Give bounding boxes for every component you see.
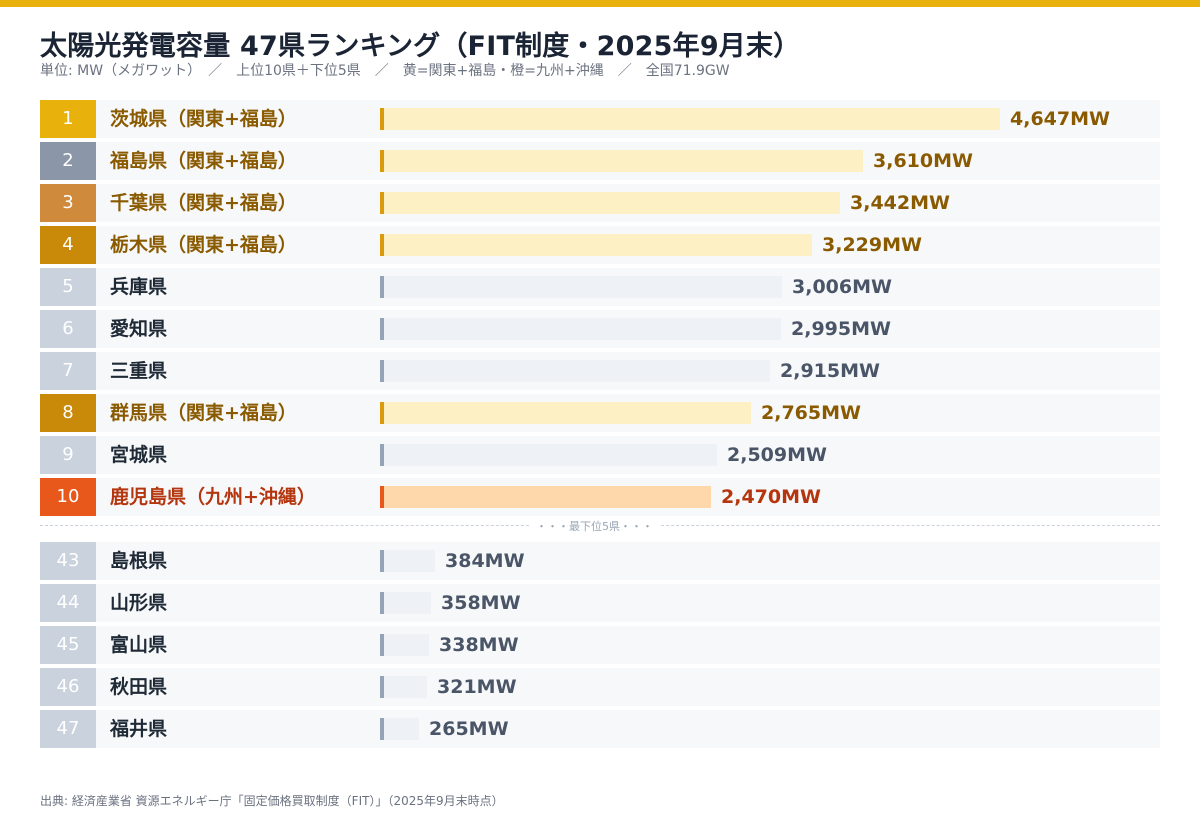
bar [384, 276, 782, 298]
bar [384, 192, 840, 214]
rank-badge: 9 [40, 436, 96, 474]
rank-badge: 47 [40, 710, 96, 748]
value-label: 4,647MW [1010, 108, 1110, 130]
bar-row: 7 三重県 2,915MW [40, 352, 1160, 390]
rank-badge: 46 [40, 668, 96, 706]
bar-row: 8 群馬県（関東+福島） 2,765MW [40, 394, 1160, 432]
value-label: 2,995MW [791, 318, 891, 340]
bar [384, 592, 431, 614]
top-accent-bar [0, 0, 1200, 7]
bar [384, 108, 1000, 130]
bar-marker [380, 234, 384, 256]
value-label: 2,765MW [761, 402, 861, 424]
rank-badge: 2 [40, 142, 96, 180]
bar-marker [380, 192, 384, 214]
bar-row: 5 兵庫県 3,006MW [40, 268, 1160, 306]
bar-row: 9 宮城県 2,509MW [40, 436, 1160, 474]
value-label: 2,509MW [727, 444, 827, 466]
bar-row: 3 千葉県（関東+福島） 3,442MW [40, 184, 1160, 222]
value-label: 3,610MW [873, 150, 973, 172]
value-label: 3,229MW [822, 234, 922, 256]
value-label: 358MW [441, 592, 521, 614]
chart-title: 太陽光発電容量 47県ランキング（FIT制度・2025年9月末） [40, 31, 801, 62]
prefecture-label: 福島県（関東+福島） [110, 150, 297, 172]
prefecture-label: 山形県 [110, 592, 168, 614]
bar-row: 2 福島県（関東+福島） 3,610MW [40, 142, 1160, 180]
prefecture-label: 兵庫県 [110, 276, 168, 298]
rank-badge: 10 [40, 478, 96, 516]
rank-badge: 1 [40, 100, 96, 138]
bar [384, 360, 770, 382]
bar [384, 402, 751, 424]
prefecture-label: 千葉県（関東+福島） [110, 192, 297, 214]
chart-subtitle: 単位: MW（メガワット） ／ 上位10県＋下位5県 ／ 黄=関東+福島・橙=九… [40, 63, 730, 79]
bar [384, 486, 711, 508]
rank-badge: 44 [40, 584, 96, 622]
rank-badge: 45 [40, 626, 96, 664]
bar-marker [380, 718, 384, 740]
value-label: 2,470MW [721, 486, 821, 508]
bar [384, 718, 419, 740]
prefecture-label: 栃木県（関東+福島） [110, 234, 297, 256]
bar-row: 1 茨城県（関東+福島） 4,647MW [40, 100, 1160, 138]
bar-row: 44 山形県 358MW [40, 584, 1160, 622]
prefecture-label: 秋田県 [110, 676, 168, 698]
value-label: 2,915MW [780, 360, 880, 382]
value-label: 3,006MW [792, 276, 892, 298]
bar-row: 10 鹿児島県（九州+沖縄） 2,470MW [40, 478, 1160, 516]
bar [384, 318, 781, 340]
prefecture-label: 愛知県 [110, 318, 168, 340]
bar [384, 444, 717, 466]
value-label: 265MW [429, 718, 509, 740]
rank-badge: 43 [40, 542, 96, 580]
bar-row: 46 秋田県 321MW [40, 668, 1160, 706]
bar [384, 634, 429, 656]
rank-badge: 3 [40, 184, 96, 222]
prefecture-label: 宮城県 [110, 444, 168, 466]
bar-marker [380, 634, 384, 656]
rank-badge: 6 [40, 310, 96, 348]
bar [384, 150, 863, 172]
rank-badge: 8 [40, 394, 96, 432]
bar-marker [380, 592, 384, 614]
value-label: 3,442MW [850, 192, 950, 214]
bar-marker [380, 402, 384, 424]
bar [384, 676, 427, 698]
bar [384, 550, 435, 572]
bar-marker [380, 108, 384, 130]
bar-marker [380, 150, 384, 172]
prefecture-label: 群馬県（関東+福島） [110, 402, 297, 424]
bar-marker [380, 276, 384, 298]
bar-row: 43 島根県 384MW [40, 542, 1160, 580]
prefecture-label: 鹿児島県（九州+沖縄） [110, 486, 316, 508]
bar-row: 47 福井県 265MW [40, 710, 1160, 748]
value-label: 384MW [445, 550, 525, 572]
rank-badge: 4 [40, 226, 96, 264]
prefecture-label: 福井県 [110, 718, 168, 740]
source-note: 出典: 経済産業省 資源エネルギー庁「固定価格買取制度（FIT）」（2025年9… [40, 794, 504, 808]
bar-row: 45 富山県 338MW [40, 626, 1160, 664]
bar-marker [380, 550, 384, 572]
bar-marker [380, 360, 384, 382]
bar-marker [380, 486, 384, 508]
prefecture-label: 三重県 [110, 360, 168, 382]
prefecture-label: 島根県 [110, 550, 168, 572]
bar-row: 6 愛知県 2,995MW [40, 310, 1160, 348]
value-label: 321MW [437, 676, 517, 698]
rank-badge: 7 [40, 352, 96, 390]
rank-badge: 5 [40, 268, 96, 306]
value-label: 338MW [439, 634, 519, 656]
bar-marker [380, 676, 384, 698]
bar [384, 234, 812, 256]
bar-marker [380, 318, 384, 340]
bar-marker [380, 444, 384, 466]
prefecture-label: 茨城県（関東+福島） [110, 108, 297, 130]
bar-row: 4 栃木県（関東+福島） 3,229MW [40, 226, 1160, 264]
separator-label: ・・・最下位5県・・・ [530, 518, 659, 534]
prefecture-label: 富山県 [110, 634, 168, 656]
